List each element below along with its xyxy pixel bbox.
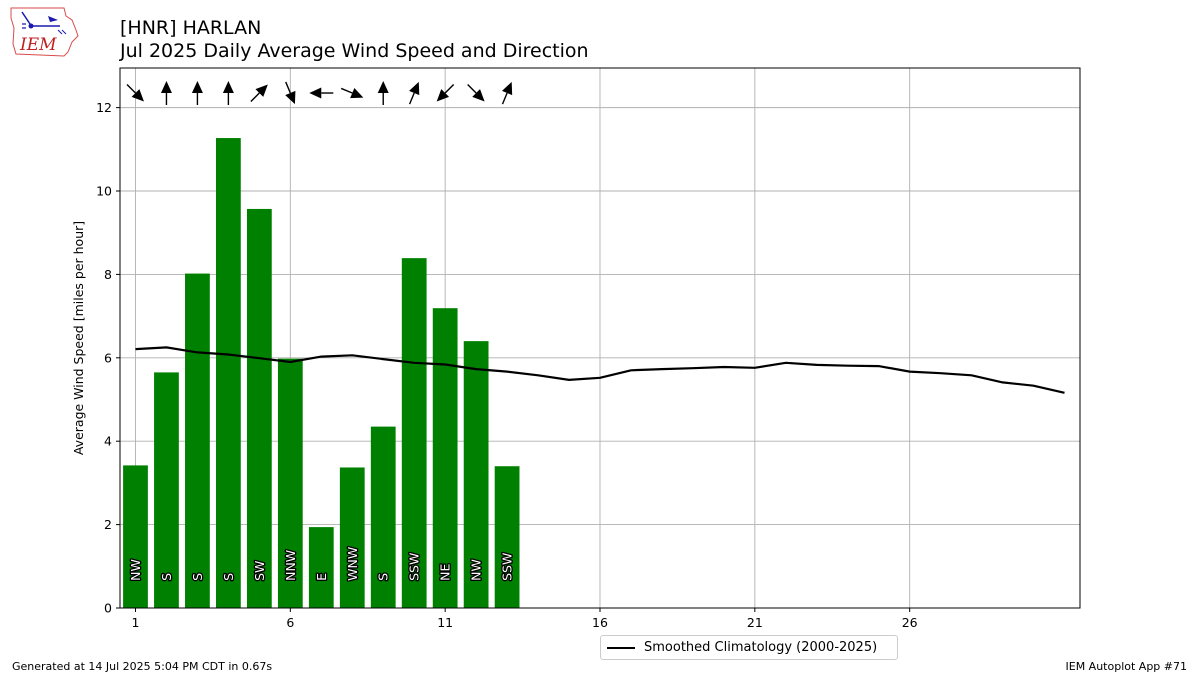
wind-bar <box>432 308 458 608</box>
y-tick-label: 2 <box>104 517 112 532</box>
legend-line-swatch <box>607 647 635 649</box>
arrow-head <box>502 81 513 96</box>
arrow-shaft <box>285 81 291 94</box>
direction-labels: NW S S S SW NNW E WNW S SSW NE NW SSW <box>127 546 516 583</box>
direction-arrows <box>126 81 513 106</box>
y-tick-label: 0 <box>104 601 112 616</box>
wind-direction-arrow <box>222 81 234 106</box>
station-title: [HNR] HARLAN <box>120 17 262 39</box>
direction-label: SSW <box>500 553 515 581</box>
wind-bar <box>216 138 241 608</box>
bars <box>123 138 520 608</box>
wind-direction-arrow <box>467 84 485 102</box>
y-tick-label: 10 <box>96 184 112 199</box>
direction-label: S <box>376 573 391 581</box>
y-tick-label: 6 <box>104 350 112 365</box>
wind-bar <box>494 466 520 608</box>
x-tick-label: 11 <box>437 615 453 630</box>
arrow-shaft <box>126 84 136 94</box>
x-tick-label: 26 <box>902 615 918 630</box>
wind-direction-arrow <box>126 84 144 102</box>
arrow-head <box>285 90 296 105</box>
wind-direction-arrow <box>501 81 513 105</box>
arrow-head <box>472 89 485 102</box>
y-axis-label: Average Wind Speed [miles per hour] <box>71 221 86 455</box>
direction-label: NW <box>469 559 484 581</box>
wind-direction-arrow <box>436 84 455 102</box>
arrow-head <box>436 89 450 102</box>
arrow-shaft <box>250 92 260 102</box>
y-tick-label: 8 <box>104 267 112 282</box>
wind-bar <box>154 372 179 608</box>
direction-label: E <box>314 573 329 581</box>
y-tick-label: 4 <box>104 434 112 449</box>
arrow-head <box>191 81 203 94</box>
direction-label: S <box>159 573 174 581</box>
arrow-head <box>350 87 364 99</box>
wind-bar <box>123 465 148 608</box>
y-axis: 0 2 4 6 8 10 12 <box>96 100 120 616</box>
direction-label: WNW <box>345 547 360 581</box>
x-tick-label: 16 <box>592 615 608 630</box>
wind-direction-arrow <box>408 81 420 105</box>
direction-label: S <box>190 573 205 581</box>
direction-label: NNW <box>283 550 298 581</box>
climatology-line <box>135 346 1065 394</box>
wind-direction-arrow <box>285 81 296 105</box>
arrow-head <box>131 89 144 102</box>
wind-direction-arrow <box>340 87 364 99</box>
legend-label: Smoothed Climatology (2000-2025) <box>644 640 878 655</box>
y-tick-label: 12 <box>96 100 112 115</box>
wind-direction-arrow <box>377 81 389 106</box>
arrow-head <box>160 81 172 94</box>
chart-title: Jul 2025 Daily Average Wind Speed and Di… <box>120 40 589 62</box>
wind-bar <box>463 341 489 608</box>
legend: Smoothed Climatology (2000-2025) <box>600 635 898 660</box>
x-tick-label: 21 <box>747 615 763 630</box>
wind-bar <box>308 527 334 608</box>
wind-bar <box>185 273 210 608</box>
arrow-head <box>255 84 268 97</box>
wind-bar <box>339 467 365 608</box>
wind-bar <box>370 426 396 608</box>
iem-logo: IEM <box>8 6 80 62</box>
arrow-shaft <box>501 92 508 105</box>
direction-label: NW <box>128 559 143 581</box>
arrow-head <box>309 87 322 99</box>
logo-text: IEM <box>19 35 57 55</box>
wind-direction-arrow <box>250 84 268 102</box>
arrow-head <box>409 81 420 96</box>
wind-bar <box>401 258 427 608</box>
x-tick-label: 6 <box>286 615 294 630</box>
direction-label: NE <box>438 564 453 581</box>
wind-direction-arrow <box>309 87 334 99</box>
direction-label: SSW <box>407 553 422 581</box>
app-credit: IEM Autoplot App #71 <box>1065 660 1188 673</box>
wind-direction-arrow <box>191 81 203 106</box>
direction-label: S <box>221 573 236 581</box>
arrow-shaft <box>408 92 415 105</box>
x-tick-label: 1 <box>132 615 140 630</box>
arrow-shaft <box>444 84 455 94</box>
arrow-head <box>377 81 389 94</box>
wind-bar <box>246 208 272 608</box>
arrow-shaft <box>340 87 353 94</box>
generated-timestamp: Generated at 14 Jul 2025 5:04 PM CDT in … <box>12 660 273 673</box>
wind-bar <box>277 358 303 608</box>
direction-label: SW <box>252 561 267 581</box>
wind-direction-arrow <box>160 81 172 106</box>
arrow-head <box>222 81 234 94</box>
arrow-shaft <box>467 84 477 94</box>
x-axis: 1 6 11 16 21 26 <box>132 608 918 630</box>
